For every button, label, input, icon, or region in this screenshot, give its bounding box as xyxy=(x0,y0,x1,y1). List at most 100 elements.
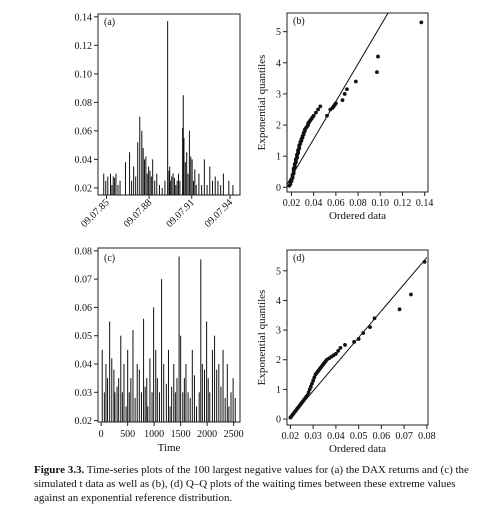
panel-b-xlabel: Ordered data xyxy=(329,210,386,222)
panel-b-point xyxy=(333,101,338,106)
panel-d-point xyxy=(336,348,341,353)
panel-b-label: (b) xyxy=(293,16,305,27)
panel-c-xtick-label: 0 xyxy=(99,429,104,440)
panel-b-point xyxy=(316,107,320,112)
panel-b-point xyxy=(375,70,379,75)
panel-d-point xyxy=(307,387,312,392)
panel-b-ytick-label: 4 xyxy=(276,58,281,69)
panel-d-point xyxy=(409,292,413,297)
panel-d-point xyxy=(333,351,338,356)
panel-d-point xyxy=(310,381,314,386)
panel-d-ylabel: Exponential quantiles xyxy=(256,290,268,386)
panel-a-ytick-label: 0.02 xyxy=(75,183,93,194)
panel-b-point xyxy=(353,79,358,84)
panel-b-point xyxy=(342,92,347,96)
panel-b-frame xyxy=(286,12,429,193)
figure-panels: (a) 0.02 0.04 0.06 0.08 0.10 0.12 0.14 09.07.85 0… xyxy=(75,12,436,455)
panel-a-ytick-label: 0.06 xyxy=(75,126,93,137)
panel-b-point xyxy=(345,87,349,92)
panel-c-ytick-label: 0.03 xyxy=(75,388,93,399)
panel-d-ytick-label: 0 xyxy=(276,415,281,426)
panel-d-point xyxy=(338,345,343,350)
panel-d-xtick-label: 0.03 xyxy=(304,431,322,442)
panel-d-xtick-label: 0.07 xyxy=(395,431,413,442)
panel-c-xlabel: Time xyxy=(158,442,181,454)
panel-d-point xyxy=(361,331,366,335)
panel-d-point xyxy=(308,384,313,389)
panel-a-frame xyxy=(97,13,241,196)
panel-a-xtick-label: 09.07.88 xyxy=(122,197,155,230)
panel-b-ytick-label: 3 xyxy=(276,89,281,100)
panel-d-xtick-label: 0.02 xyxy=(282,431,300,442)
panel-b-ylabel: Exponential quantiles xyxy=(256,55,268,151)
panel-c-xtick-label: 500 xyxy=(120,429,135,440)
panel-b-xtick-label: 0.12 xyxy=(394,198,412,209)
panel-c-xtick-label: 1500 xyxy=(171,429,191,440)
panel-d-point xyxy=(312,375,317,380)
panel-b-point xyxy=(313,110,318,115)
panel-b-ytick-label: 5 xyxy=(276,27,281,38)
panel-d-point xyxy=(305,393,310,398)
panel-b-xtick-label: 0.08 xyxy=(349,198,367,209)
panel-d-frame xyxy=(286,249,429,426)
panel-d-point xyxy=(311,378,316,383)
panel-d-ytick-label: 5 xyxy=(276,266,281,277)
panel-a-ytick-label: 0.08 xyxy=(75,98,93,109)
panel-b-xtick-label: 0.02 xyxy=(283,198,301,209)
panel-a-ytick-label: 0.12 xyxy=(75,41,93,52)
panel-b-reference-line xyxy=(287,13,389,185)
panel-c-ytick-label: 0.06 xyxy=(75,303,93,314)
panel-d-point xyxy=(306,390,311,395)
panel-a-ytick-label: 0.10 xyxy=(75,69,93,80)
panel-c-label: (c) xyxy=(104,253,115,264)
panel-d-point xyxy=(372,316,377,321)
panel-b-point xyxy=(318,104,323,109)
panel-c-ytick-label: 0.08 xyxy=(75,246,93,257)
panel-a-xtick-label: 09.07.94 xyxy=(203,197,236,230)
caption-text: Time-series plots of the 100 largest neg… xyxy=(34,464,469,504)
panel-d-point xyxy=(368,325,372,330)
panel-b-point xyxy=(325,113,329,118)
panel-b-ytick-label: 0 xyxy=(276,183,281,194)
panel-c-ytick-label: 0.02 xyxy=(75,416,93,427)
panel-c-frame xyxy=(97,247,241,423)
panel-d-point xyxy=(356,337,361,341)
panel-b-xtick-label: 0.14 xyxy=(416,198,434,209)
panel-a-ytick-label: 0.04 xyxy=(75,155,93,166)
panel-d-ytick-label: 1 xyxy=(276,385,281,396)
panel-d-label: (d) xyxy=(293,253,305,264)
panel-c-ytick-label: 0.04 xyxy=(75,360,93,371)
panel-d-point xyxy=(422,259,427,264)
panel-c-xtick-label: 2000 xyxy=(197,429,217,440)
panel-c-xtick-label: 1000 xyxy=(144,429,164,440)
caption-label: Figure 3.3. xyxy=(34,464,85,476)
panel-d-ytick-label: 2 xyxy=(276,355,281,366)
panel-d-point xyxy=(352,340,356,344)
panel-b-point xyxy=(340,98,345,103)
panel-c-ytick-label: 0.07 xyxy=(75,275,93,286)
panel-b-xtick-label: 0.06 xyxy=(327,198,345,209)
panel-b-ytick-label: 1 xyxy=(276,152,281,163)
panel-d-xtick-label: 0.08 xyxy=(418,431,436,442)
panel-a-xtick-label: 09.07.85 xyxy=(79,197,112,230)
panel-a-ytick-label: 0.14 xyxy=(75,12,93,23)
panel-d-ytick-label: 3 xyxy=(276,326,281,337)
panel-b-xtick-label: 0.04 xyxy=(305,198,323,209)
panel-d-xtick-label: 0.05 xyxy=(350,431,368,442)
panel-a-label: (a) xyxy=(104,17,115,28)
panel-b-point xyxy=(376,54,380,59)
panel-b-xtick-label: 0.10 xyxy=(372,198,390,209)
panel-d-xtick-label: 0.04 xyxy=(327,431,345,442)
figure-caption: Figure 3.3. Time-series plots of the 100… xyxy=(34,463,474,505)
panel-d-ytick-label: 4 xyxy=(276,296,281,307)
panel-d-xtick-label: 0.06 xyxy=(373,431,391,442)
panel-d-point xyxy=(397,307,402,312)
panel-b-point xyxy=(311,113,316,118)
panel-b-point xyxy=(419,20,424,25)
panel-c-ytick-label: 0.05 xyxy=(75,331,93,342)
panel-d-point xyxy=(343,343,347,347)
panel-c-xtick-label: 2500 xyxy=(224,429,244,440)
panel-b-ytick-label: 2 xyxy=(276,121,281,132)
panel-d-xlabel: Ordered data xyxy=(329,443,386,455)
panel-a-xtick-label: 09.07.91 xyxy=(164,197,197,230)
